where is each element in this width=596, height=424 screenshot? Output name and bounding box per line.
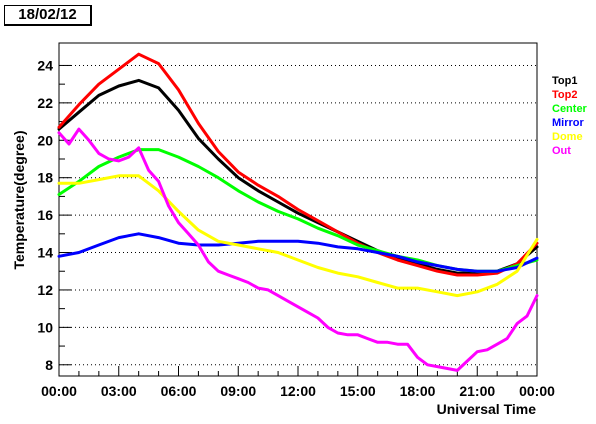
- x-tick-label: 12:00: [280, 383, 316, 399]
- x-axis-title: Universal Time: [437, 401, 537, 417]
- legend: Top1 Top2 Center Mirror Dome Out: [552, 75, 588, 157]
- series-line-dome: [57, 174, 539, 298]
- series-line-mirror: [57, 232, 539, 273]
- axis-ticks: [58, 64, 538, 376]
- y-tick-label: 24: [37, 57, 53, 73]
- x-tick-label: 06:00: [161, 383, 197, 399]
- y-tick-label: 12: [37, 282, 53, 298]
- legend-entry-top1: Top1: [552, 75, 577, 87]
- y-axis-title: Temperature(degree): [11, 130, 27, 269]
- series-line-top2: [57, 52, 539, 277]
- y-tick-label: 18: [37, 170, 53, 186]
- x-tick-label: 00:00: [519, 383, 555, 399]
- x-tick-label: 21:00: [459, 383, 495, 399]
- grid-lines: [59, 64, 537, 366]
- y-tick-label: 8: [45, 357, 53, 373]
- y-tick-label: 14: [37, 245, 53, 261]
- series-line-top1: [57, 78, 539, 275]
- series-layer: [57, 52, 539, 372]
- y-tick-label: 10: [37, 319, 53, 335]
- x-tick-label: 09:00: [220, 383, 256, 399]
- y-tick-label: 20: [37, 132, 53, 148]
- legend-entry-mirror: Mirror: [552, 117, 585, 129]
- x-tick-label: 03:00: [101, 383, 137, 399]
- x-tick-label: 18:00: [400, 383, 436, 399]
- y-tick-label: 22: [37, 95, 53, 111]
- x-tick-label: 00:00: [41, 383, 77, 399]
- plot-title-box: 18/02/12: [4, 5, 92, 26]
- tick-labels: 8 10 12 14 16 18 20 22 24 00:00 03:00 06:00 09:00 12:…: [37, 57, 555, 399]
- legend-entry-dome: Dome: [552, 131, 583, 143]
- legend-entry-out: Out: [552, 145, 571, 157]
- y-tick-label: 16: [37, 207, 53, 223]
- series-line-out: [57, 127, 539, 372]
- x-tick-label: 15:00: [340, 383, 376, 399]
- legend-entry-center: Center: [552, 103, 588, 115]
- legend-entry-top2: Top2: [552, 89, 577, 101]
